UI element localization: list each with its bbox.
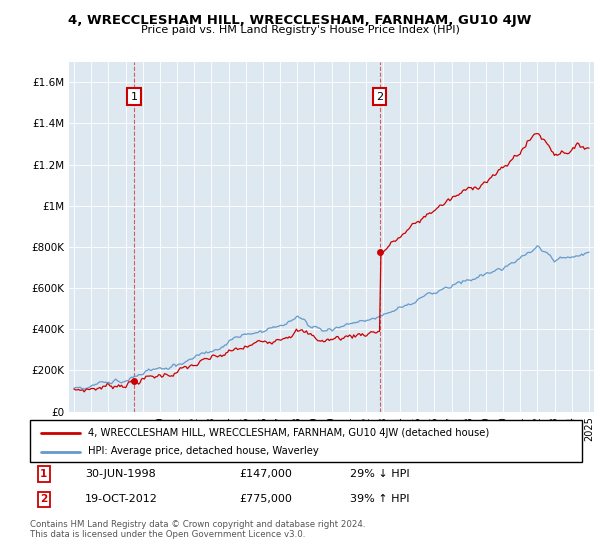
Text: Contains HM Land Registry data © Crown copyright and database right 2024.
This d: Contains HM Land Registry data © Crown c… [30, 520, 365, 539]
Text: 4, WRECCLESHAM HILL, WRECCLESHAM, FARNHAM, GU10 4JW (detached house): 4, WRECCLESHAM HILL, WRECCLESHAM, FARNHA… [88, 428, 489, 437]
Text: 19-OCT-2012: 19-OCT-2012 [85, 494, 158, 504]
Text: HPI: Average price, detached house, Waverley: HPI: Average price, detached house, Wave… [88, 446, 319, 456]
Text: 30-JUN-1998: 30-JUN-1998 [85, 469, 156, 479]
Text: 2: 2 [376, 92, 383, 101]
Text: 1: 1 [131, 92, 137, 101]
Text: Price paid vs. HM Land Registry's House Price Index (HPI): Price paid vs. HM Land Registry's House … [140, 25, 460, 35]
Text: 29% ↓ HPI: 29% ↓ HPI [350, 469, 410, 479]
Text: 39% ↑ HPI: 39% ↑ HPI [350, 494, 410, 504]
Text: £775,000: £775,000 [240, 494, 293, 504]
Text: 2: 2 [40, 494, 47, 504]
Text: 1: 1 [40, 469, 47, 479]
Text: £147,000: £147,000 [240, 469, 293, 479]
Text: 4, WRECCLESHAM HILL, WRECCLESHAM, FARNHAM, GU10 4JW: 4, WRECCLESHAM HILL, WRECCLESHAM, FARNHA… [68, 14, 532, 27]
